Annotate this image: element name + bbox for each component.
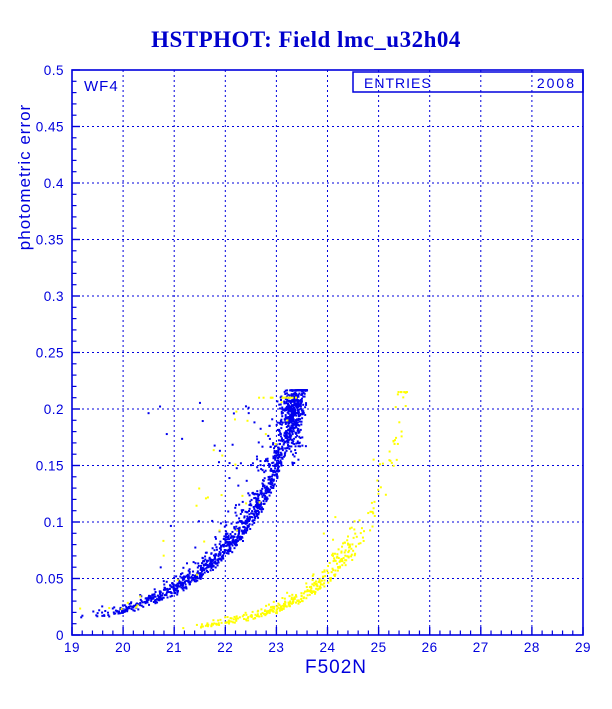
y-tick-label: 0.5 <box>44 63 64 78</box>
x-tick-label: 21 <box>166 640 182 655</box>
y-tick-label: 0.15 <box>36 459 64 474</box>
y-tick-label: 0.3 <box>44 289 64 304</box>
x-tick-label: 29 <box>575 640 591 655</box>
chart-title: HSTPHOT: Field lmc_u32h04 <box>151 27 461 52</box>
y-tick-label: 0.25 <box>36 346 64 361</box>
y-tick-label: 0.2 <box>44 402 64 417</box>
stats-box-border <box>352 71 584 93</box>
y-tick-labels: 0 0.05 0.1 0.15 0.2 0.25 0.3 0.35 0.4 0.45 0.5 <box>36 63 64 643</box>
y-tick-label: 0.1 <box>44 515 64 530</box>
x-tick-label: 23 <box>268 640 284 655</box>
x-tick-label: 20 <box>115 640 131 655</box>
x-axis-label: F502N <box>305 657 367 678</box>
y-tick-label: 0.05 <box>36 572 64 587</box>
x-tick-label: 26 <box>422 640 438 655</box>
grid-lines <box>72 70 583 635</box>
y-tick-label: 0.4 <box>44 176 64 191</box>
y-tick-label: 0.35 <box>36 233 64 248</box>
y-axis-label: photometric error <box>15 104 34 250</box>
scatter-points-blue <box>80 389 309 619</box>
x-tick-label: 19 <box>64 640 80 655</box>
scatter-points-yellow <box>79 391 408 630</box>
stats-box: ENTRIES 2008 <box>352 71 584 93</box>
axis-ticks <box>71 69 584 636</box>
x-tick-label: 28 <box>524 640 540 655</box>
chip-label: WF4 <box>84 78 119 95</box>
stats-entries-label: ENTRIES <box>364 75 432 91</box>
x-tick-labels: 19 20 21 22 23 24 25 26 27 28 29 <box>64 640 591 655</box>
x-tick-label: 27 <box>473 640 489 655</box>
y-tick-label: 0 <box>56 628 64 643</box>
stats-entries-value: 2008 <box>537 75 576 91</box>
x-tick-label: 22 <box>217 640 233 655</box>
x-tick-label: 24 <box>319 640 335 655</box>
y-tick-label: 0.45 <box>36 120 64 135</box>
x-tick-label: 25 <box>371 640 387 655</box>
